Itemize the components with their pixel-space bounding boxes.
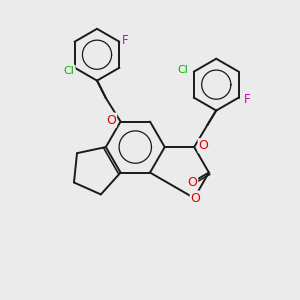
Text: Cl: Cl [178,65,188,75]
Text: O: O [188,176,197,189]
Text: F: F [122,34,128,47]
Text: Cl: Cl [64,66,75,76]
Text: F: F [244,93,250,106]
Text: O: O [191,192,201,205]
Text: O: O [106,114,116,127]
Text: O: O [199,139,208,152]
